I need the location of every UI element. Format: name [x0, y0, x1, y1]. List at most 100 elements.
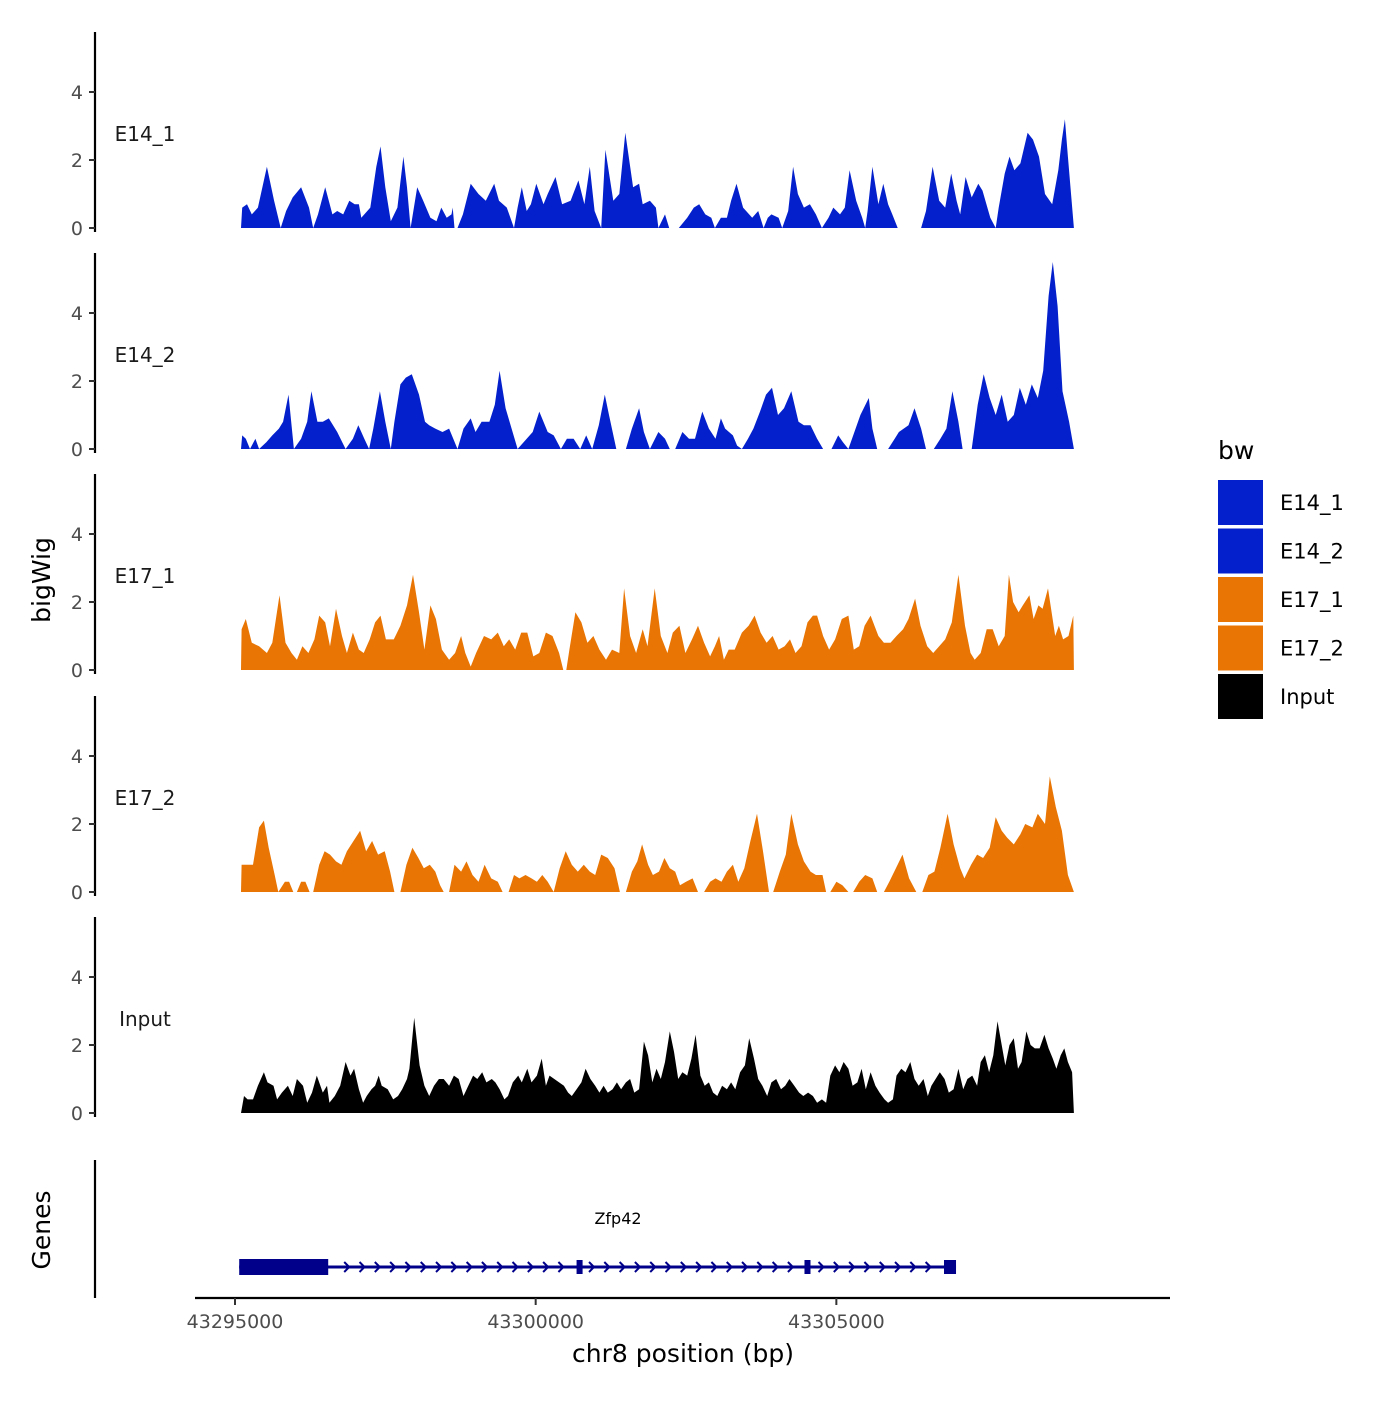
gene-label: Zfp42 [594, 1209, 641, 1228]
tracks: 0 2 4 E14_1 0 2 4 E14_2 0 2 4 E17_1 0 2 4 E17_2 0 2 4 Input [71, 32, 1074, 1125]
legend-item-e17-1: E17_1 [1218, 577, 1344, 622]
track-input: 0 2 4 Input [71, 917, 1074, 1125]
gene-panel: Zfp42 [93, 1160, 957, 1298]
strand-arrow [710, 1261, 718, 1273]
strand-arrow [527, 1261, 535, 1273]
strand-arrow [649, 1261, 657, 1273]
strand-arrow [481, 1261, 489, 1273]
x-tick-label: 43305000 [788, 1311, 885, 1333]
coverage-area-e14-1 [241, 119, 1074, 228]
strand-arrow [894, 1261, 902, 1273]
y-tick-label: 0 [71, 882, 83, 904]
y-tick-label: 2 [71, 371, 83, 393]
strand-arrow [848, 1261, 856, 1273]
legend-swatch [1218, 625, 1263, 671]
track-e14-2: 0 2 4 E14_2 [71, 253, 1074, 461]
gene-exon [239, 1259, 329, 1275]
x-axis: 43295000 43300000 43305000 [187, 1296, 1170, 1333]
legend-item-input: Input [1218, 674, 1334, 719]
y-tick-label: 4 [71, 746, 83, 768]
strand-arrow [496, 1261, 504, 1273]
legend-label: E17_2 [1280, 637, 1344, 662]
legend-swatch [1218, 577, 1263, 622]
legend-label: E14_1 [1280, 491, 1344, 516]
gene-exon [576, 1260, 583, 1274]
strand-arrow [634, 1261, 642, 1273]
y-axis-title: bigWig [27, 537, 56, 623]
track-e17-1: 0 2 4 E17_1 [71, 474, 1074, 682]
x-tick-label: 43295000 [187, 1311, 284, 1333]
coverage-area-e14-2 [241, 262, 1074, 449]
strand-arrow [664, 1261, 672, 1273]
strand-arrow [680, 1261, 688, 1273]
strand-arrow [771, 1261, 780, 1273]
coverage-area-input [241, 1017, 1074, 1113]
y-tick-label: 2 [71, 1035, 83, 1057]
legend-swatch [1218, 480, 1263, 525]
strand-arrow [817, 1261, 825, 1273]
track-e17-2: 0 2 4 E17_2 [71, 696, 1074, 904]
y-tick-label: 0 [71, 1103, 83, 1125]
y-tick-label: 0 [71, 218, 83, 240]
y-tick-label: 2 [71, 592, 83, 614]
strand-arrow [542, 1261, 550, 1273]
strand-arrow [787, 1261, 795, 1273]
y-tick-label: 0 [71, 660, 83, 682]
coverage-area-e17-2 [241, 776, 1074, 892]
y-tick-label: 2 [71, 150, 83, 172]
legend-label: E17_1 [1280, 588, 1344, 613]
gene-zfp42: Zfp42 [239, 1209, 957, 1275]
strand-arrow [557, 1261, 565, 1273]
legend-label: E14_2 [1280, 540, 1344, 565]
x-axis-title: chr8 position (bp) [572, 1339, 794, 1368]
coverage-area-e17-1 [241, 574, 1074, 670]
y-tick-label: 0 [71, 439, 83, 461]
y-tick-label: 4 [71, 303, 83, 325]
track-label: Input [119, 1007, 171, 1031]
strand-arrow [741, 1261, 749, 1273]
legend-item-e14-2: E14_2 [1218, 528, 1344, 574]
strand-arrow [756, 1261, 764, 1273]
strand-arrow [374, 1261, 382, 1273]
strand-arrow [603, 1261, 611, 1273]
legend-swatch [1218, 674, 1263, 719]
y-tick-label: 4 [71, 524, 83, 546]
y-tick-label: 2 [71, 814, 83, 836]
gene-exon [943, 1260, 957, 1274]
strand-arrow [465, 1261, 474, 1273]
strand-arrow [358, 1261, 366, 1273]
strand-arrow [618, 1261, 627, 1273]
strand-arrow [879, 1261, 887, 1273]
genes-axis-title: Genes [27, 1190, 56, 1269]
strand-arrow [924, 1261, 933, 1273]
track-label: E14_2 [115, 343, 176, 367]
strand-arrow [420, 1261, 428, 1273]
y-tick-label: 4 [71, 82, 83, 104]
legend-swatch [1218, 528, 1263, 574]
legend-item-e17-2: E17_2 [1218, 625, 1344, 671]
strand-arrow [909, 1261, 917, 1273]
track-e14-1: 0 2 4 E14_1 [71, 32, 1074, 240]
strand-arrow [863, 1261, 871, 1273]
legend-title: bw [1218, 436, 1254, 465]
legend-label: Input [1280, 685, 1334, 709]
y-tick-label: 4 [71, 967, 83, 989]
strand-arrow [726, 1261, 734, 1273]
legend-item-e14-1: E14_1 [1218, 480, 1344, 525]
strand-arrow [588, 1261, 596, 1273]
strand-arrow [833, 1261, 841, 1273]
legend: bw E14_1 E14_2 E17_1 E17_2 Input [1218, 436, 1344, 719]
strand-arrow [389, 1261, 397, 1273]
track-label: E14_1 [115, 122, 176, 146]
x-tick-label: 43300000 [487, 1311, 584, 1333]
strand-arrow [435, 1261, 443, 1273]
strand-arrow [511, 1261, 519, 1273]
strand-arrow [450, 1261, 458, 1273]
strand-arrow [695, 1261, 703, 1273]
track-label: E17_1 [115, 564, 176, 588]
strand-arrow [343, 1261, 351, 1273]
gene-exon [804, 1260, 811, 1274]
track-label: E17_2 [115, 786, 176, 810]
